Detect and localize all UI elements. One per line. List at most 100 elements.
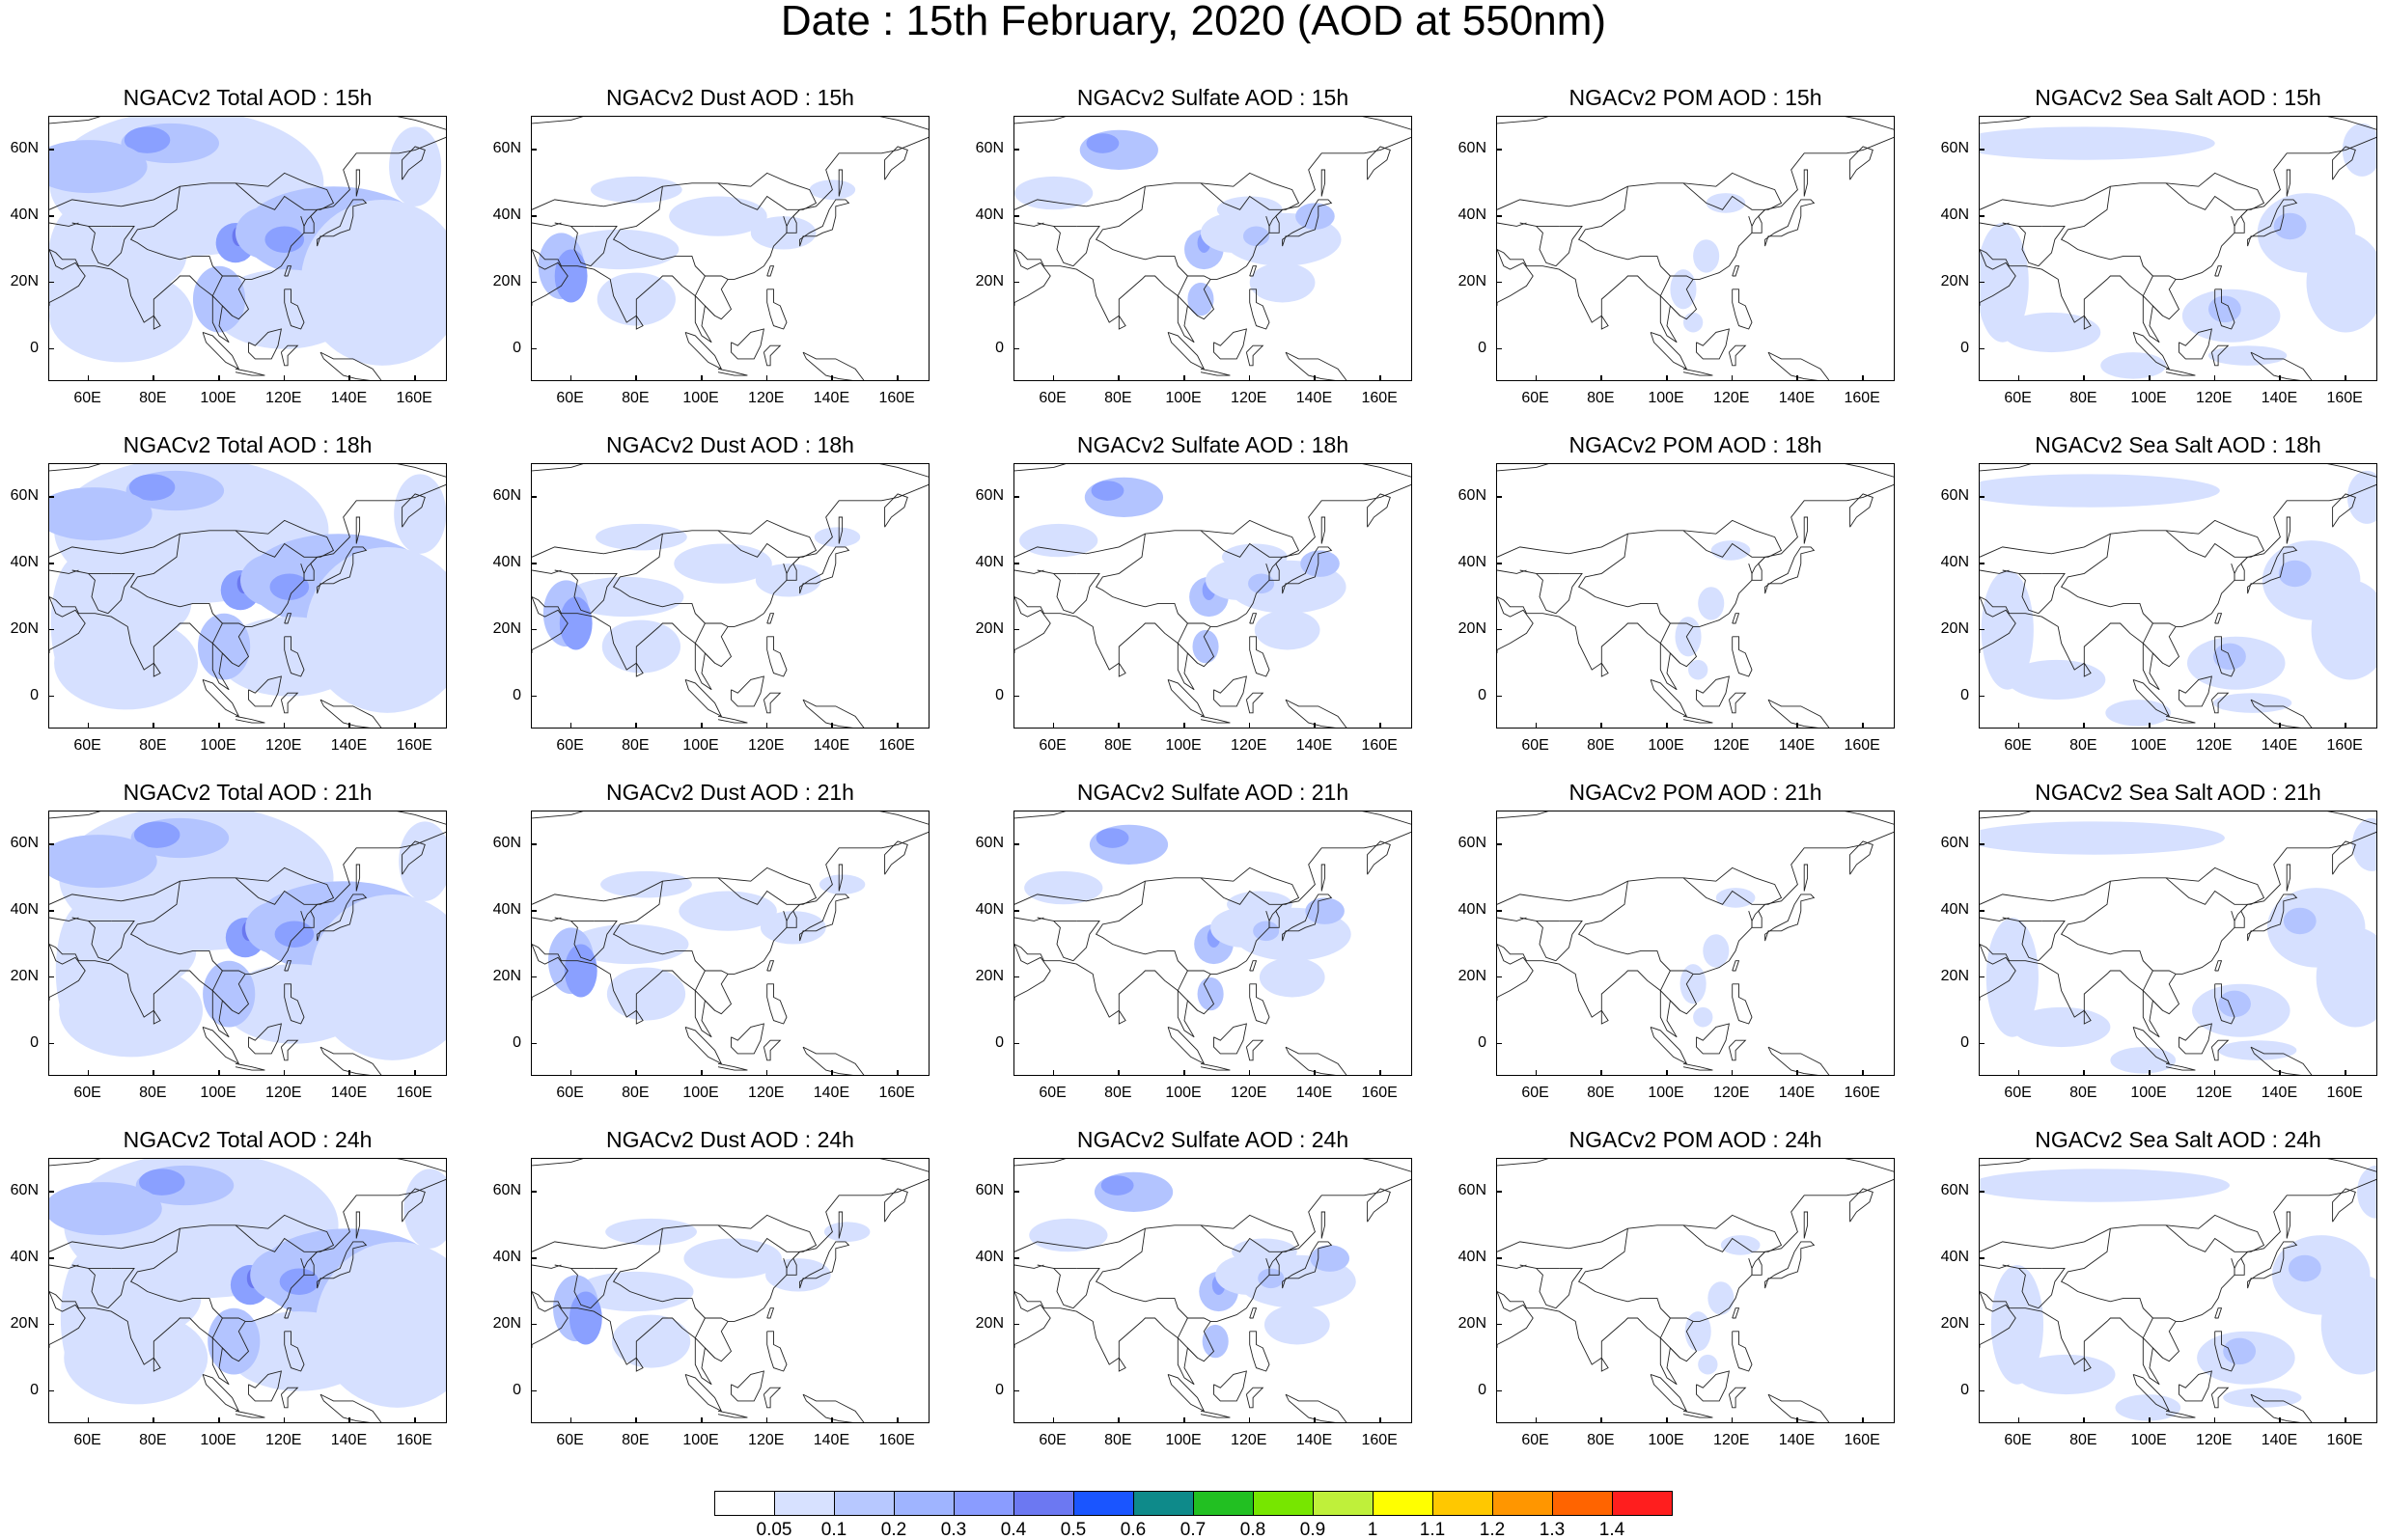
lon-tick-mark xyxy=(1314,1417,1316,1423)
coastline xyxy=(284,960,292,972)
coastline xyxy=(1200,368,1231,376)
lat-tick-label: 0 xyxy=(30,1033,39,1051)
coastline xyxy=(2142,1317,2163,1359)
map-frame xyxy=(531,811,930,1076)
lon-tick-mark xyxy=(2279,1417,2281,1423)
lat-tick-label: 20N xyxy=(10,619,39,637)
lat-tick-mark xyxy=(1496,149,1502,151)
lon-tick-mark xyxy=(1862,1417,1864,1423)
coastline xyxy=(1245,1039,1264,1061)
lon-tick-mark xyxy=(218,1070,220,1076)
aod-shading xyxy=(2110,1047,2177,1074)
lon-tick-label: 140E xyxy=(2261,1085,2298,1101)
lat-tick-label: 60N xyxy=(492,1182,521,1199)
lon-tick-label: 80E xyxy=(1587,1085,1615,1101)
lon-tick-label: 140E xyxy=(813,1432,850,1448)
lon-tick-label: 80E xyxy=(1587,1432,1615,1448)
coastline xyxy=(694,275,715,316)
lon-tick-label: 160E xyxy=(878,1432,915,1448)
aod-shading xyxy=(611,1314,691,1368)
coastline xyxy=(2247,199,2298,247)
coastline xyxy=(635,1010,644,1025)
lat-tick-mark xyxy=(531,1191,537,1193)
coastline xyxy=(684,678,723,718)
lat-tick-mark xyxy=(1013,695,1019,698)
coastline xyxy=(1014,1291,1051,1348)
coastline xyxy=(2038,920,2066,962)
lat-tick-mark xyxy=(531,215,537,217)
coastline xyxy=(317,199,368,247)
aod-shading xyxy=(139,1169,185,1196)
coastline xyxy=(766,1307,775,1319)
coastline xyxy=(248,675,282,707)
lon-tick-label: 100E xyxy=(682,1085,719,1101)
lon-tick-label: 140E xyxy=(330,390,368,406)
lon-tick-label: 140E xyxy=(330,1085,368,1101)
lat-tick-label: 40N xyxy=(492,1249,521,1266)
coastline xyxy=(355,864,361,892)
aod-shading xyxy=(1248,573,1275,594)
lat-tick-label: 0 xyxy=(1960,1033,1969,1051)
coastline xyxy=(235,877,320,905)
coastline xyxy=(1497,944,1534,1001)
coastline xyxy=(684,1026,723,1065)
coastline xyxy=(1014,596,1051,653)
coastline xyxy=(1367,493,1391,528)
lat-tick-label: 20N xyxy=(492,272,521,289)
coastline xyxy=(402,493,426,528)
coastline xyxy=(1696,1023,1730,1055)
coastline xyxy=(717,1062,748,1071)
lat-tick-mark xyxy=(1013,496,1019,498)
coastline xyxy=(2179,328,2212,360)
map-plot xyxy=(1497,1159,1894,1422)
lon-tick-mark xyxy=(1118,723,1120,729)
panel-title: NGACv2 Total AOD : 21h xyxy=(123,780,373,805)
lat-tick-label: 20N xyxy=(975,967,1004,984)
coastline xyxy=(717,530,803,558)
lat-tick-mark xyxy=(1979,1042,1985,1045)
lat-tick-mark xyxy=(531,843,537,845)
aod-field xyxy=(49,1159,446,1408)
coastline xyxy=(1555,225,1583,267)
coastline xyxy=(884,493,908,528)
map-panel-total-18h: NGACv2 Total AOD : 18h 60N 40N 20N 0 60E 80E 10… xyxy=(5,434,447,767)
coastline xyxy=(235,530,320,558)
lon-tick-label: 60E xyxy=(73,1085,101,1101)
lat-tick-mark xyxy=(1013,910,1019,912)
lon-tick-label: 120E xyxy=(1231,390,1267,406)
coastline xyxy=(1014,1159,1411,1172)
lat-tick-label: 40N xyxy=(1457,206,1486,224)
lat-tick-label: 20N xyxy=(492,619,521,637)
lon-tick-mark xyxy=(1535,375,1538,381)
lat-tick-label: 0 xyxy=(1960,686,1969,703)
lat-tick-mark xyxy=(1496,281,1502,284)
lon-tick-mark xyxy=(414,375,416,381)
map-plot xyxy=(49,117,446,380)
lon-tick-label: 120E xyxy=(748,1432,785,1448)
coastline xyxy=(731,1370,764,1402)
coastline xyxy=(1497,1264,1527,1269)
lon-tick-label: 100E xyxy=(200,1432,236,1448)
lon-tick-mark xyxy=(1535,723,1538,729)
lat-tick-mark xyxy=(1979,1257,1985,1259)
coastline xyxy=(2060,534,2177,627)
lon-tick-label: 80E xyxy=(622,1432,650,1448)
panel-title: NGACv2 Sulfate AOD : 21h xyxy=(1076,780,1349,805)
lon-tick-label: 80E xyxy=(1104,390,1132,406)
coastline xyxy=(1265,556,1283,581)
coastline xyxy=(532,519,818,558)
coastline xyxy=(766,960,775,972)
coastline xyxy=(1682,877,1768,905)
lon-tick-mark xyxy=(2149,375,2151,381)
colorbar-label: 0.5 xyxy=(1060,1520,1087,1540)
coastline xyxy=(684,331,723,371)
aod-shading xyxy=(1305,897,1345,924)
lon-tick-mark xyxy=(2149,723,2151,729)
panel-title: NGACv2 POM AOD : 21h xyxy=(1568,780,1822,805)
coastline xyxy=(717,1224,803,1252)
lon-tick-mark xyxy=(1600,723,1602,729)
aod-field xyxy=(1684,1235,1761,1375)
colorbar-swatch xyxy=(1432,1491,1493,1516)
map-panel-pom-18h: NGACv2 POM AOD : 18h 60N 40N 20N 0 60E 80E 100E… xyxy=(1453,434,1895,767)
lon-tick-mark xyxy=(1600,1070,1602,1076)
